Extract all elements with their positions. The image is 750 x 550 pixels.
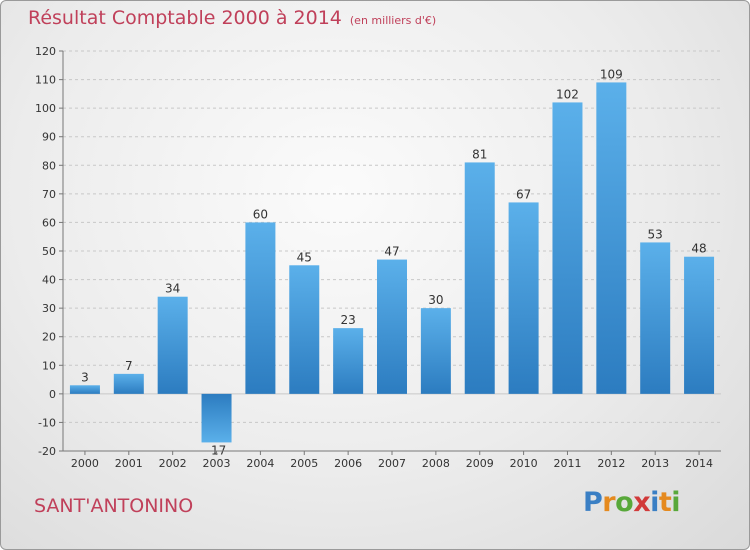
data-label-2004: 60 <box>253 207 268 221</box>
logo-letter: i <box>671 487 681 518</box>
chart-title: Résultat Comptable 2000 à 2014 <box>28 7 342 29</box>
bar-2004 <box>245 222 276 394</box>
y-tick-label: 90 <box>42 131 56 144</box>
y-tick-label: 30 <box>42 302 56 315</box>
x-tick-label: 2012 <box>597 457 625 470</box>
bar-2002 <box>157 296 188 394</box>
y-tick-label: 120 <box>35 45 56 58</box>
data-label-2003: -17 <box>207 443 227 457</box>
data-label-2009: 81 <box>472 147 487 161</box>
y-tick-label: 100 <box>35 102 56 115</box>
x-tick-label: 2011 <box>553 457 581 470</box>
chart-subtitle: (en milliers d'€) <box>349 14 437 27</box>
y-tick-label: 80 <box>42 159 56 172</box>
bar-2009 <box>464 162 495 394</box>
y-tick-label: 20 <box>42 331 56 344</box>
bar-2012 <box>596 82 627 394</box>
data-label-2008: 30 <box>428 293 443 307</box>
y-tick-label: 70 <box>42 188 56 201</box>
data-label-2001: 7 <box>125 359 133 373</box>
bar-2000 <box>69 385 100 394</box>
x-tick-label: 2010 <box>510 457 538 470</box>
data-label-2000: 3 <box>81 370 89 384</box>
x-tick-label: 2013 <box>641 457 669 470</box>
logo-letter: r <box>602 487 616 518</box>
x-tick-label: 2000 <box>71 457 99 470</box>
logo-letter: P <box>583 487 603 518</box>
bar-2003 <box>201 393 232 443</box>
x-tick-label: 2002 <box>159 457 187 470</box>
x-tick-label: 2005 <box>290 457 318 470</box>
data-label-2012: 109 <box>600 67 623 81</box>
y-tick-label: 50 <box>42 245 56 258</box>
data-label-2006: 23 <box>340 313 355 327</box>
logo-letter: i <box>650 487 659 518</box>
y-tick-label: 10 <box>42 359 56 372</box>
bar-2005 <box>289 265 320 394</box>
bar-2006 <box>333 328 364 394</box>
logo-letter: x <box>633 487 651 518</box>
y-tick-label: 60 <box>42 216 56 229</box>
y-tick-label: -10 <box>38 416 56 429</box>
bar-2008 <box>420 308 451 394</box>
chart-title-row: Résultat Comptable 2000 à 2014 (en millie… <box>28 7 436 29</box>
logo-letter: t <box>658 487 672 518</box>
bar-2011 <box>552 102 583 394</box>
x-tick-label: 2006 <box>334 457 362 470</box>
data-label-2002: 34 <box>165 282 180 296</box>
data-label-2013: 53 <box>648 227 663 241</box>
data-label-2007: 47 <box>384 245 399 259</box>
x-tick-label: 2009 <box>466 457 494 470</box>
x-tick-label: 2007 <box>378 457 406 470</box>
commune-name: SANT'ANTONINO <box>34 495 194 517</box>
x-tick-label: 2008 <box>422 457 450 470</box>
proxiti-logo: Proxiti <box>583 487 681 518</box>
bar-2010 <box>508 202 539 394</box>
x-tick-label: 2001 <box>115 457 143 470</box>
data-label-2010: 67 <box>516 187 531 201</box>
y-tick-label: 110 <box>35 74 56 87</box>
bar-2007 <box>377 259 407 394</box>
y-tick-label: 40 <box>42 274 56 287</box>
data-label-2014: 48 <box>691 242 706 256</box>
x-tick-label: 2014 <box>685 457 713 470</box>
y-tick-label: -20 <box>38 445 56 458</box>
x-tick-label: 2003 <box>203 457 231 470</box>
logo-letter: o <box>615 487 634 518</box>
data-label-2005: 45 <box>297 250 312 264</box>
x-tick-label: 2004 <box>246 457 274 470</box>
bar-2014 <box>684 256 715 394</box>
data-label-2011: 102 <box>556 87 579 101</box>
bar-2001 <box>113 373 144 394</box>
bar-2013 <box>640 242 671 394</box>
y-tick-label: 0 <box>49 388 56 401</box>
